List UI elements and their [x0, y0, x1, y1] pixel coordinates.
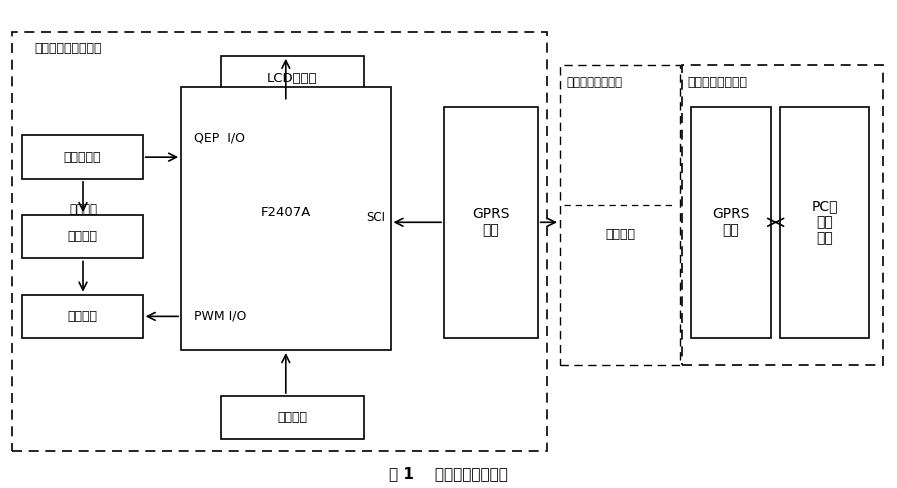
Text: QEP  I/O: QEP I/O [195, 131, 246, 144]
Text: GPRS
收发: GPRS 收发 [712, 207, 750, 237]
Bar [691, 106, 771, 338]
Text: 图 1    控制系统结构框图: 图 1 控制系统结构框图 [389, 466, 508, 481]
Text: 光电编码器: 光电编码器 [64, 151, 101, 163]
Bar [222, 396, 364, 439]
Bar [780, 106, 869, 338]
Text: SCI: SCI [367, 211, 386, 224]
Text: PWM I/O: PWM I/O [195, 310, 247, 323]
Bar [12, 32, 546, 451]
Text: 无线传输: 无线传输 [605, 228, 636, 241]
Text: PC机
监控
平台: PC机 监控 平台 [812, 199, 838, 245]
Text: （本地机器人小车）: （本地机器人小车） [34, 42, 101, 55]
Text: 摄像模块: 摄像模块 [277, 411, 308, 424]
Bar [444, 106, 537, 338]
Text: （无线传输网络）: （无线传输网络） [566, 76, 623, 89]
Text: 驱动模块: 驱动模块 [67, 310, 98, 323]
Bar [560, 65, 680, 365]
Bar [181, 87, 390, 350]
Bar [222, 56, 364, 102]
Text: （远程控制平台）: （远程控制平台） [687, 76, 747, 89]
Text: 机械传动: 机械传动 [69, 203, 97, 216]
Text: LCD及按键: LCD及按键 [267, 72, 318, 85]
Bar [22, 215, 143, 259]
Text: F2407A: F2407A [261, 206, 311, 219]
Text: 驱动电机: 驱动电机 [67, 230, 98, 243]
Text: GPRS
收发: GPRS 收发 [472, 207, 509, 237]
Bar [22, 295, 143, 338]
Bar [22, 136, 143, 179]
Bar [682, 65, 883, 365]
